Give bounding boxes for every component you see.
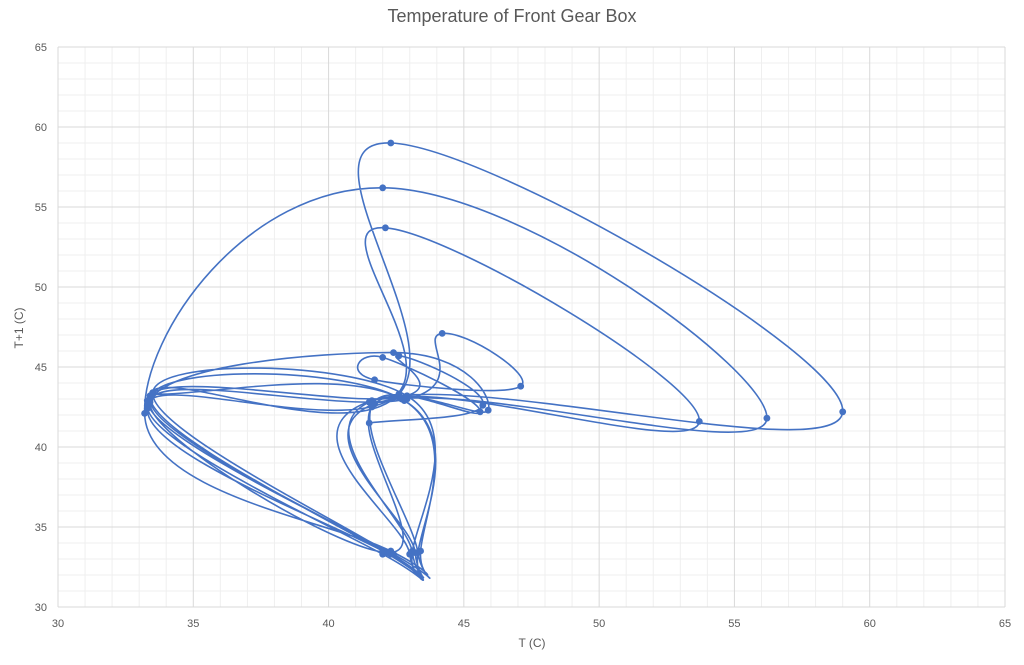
data-point — [390, 394, 397, 401]
x-axis-label: T (C) — [518, 636, 546, 650]
data-point — [387, 139, 395, 147]
data-point — [390, 349, 397, 356]
minor-gridlines — [58, 47, 1005, 607]
data-point — [365, 419, 373, 427]
x-tick-label: 30 — [52, 618, 64, 630]
data-point — [403, 395, 411, 403]
data-point — [414, 549, 422, 556]
y-axis-tick-labels: 30 35 40 45 50 55 60 65 — [35, 42, 47, 614]
data-point — [379, 354, 387, 361]
data-point — [390, 550, 397, 558]
y-tick-label: 45 — [35, 362, 47, 374]
data-point — [438, 330, 446, 337]
x-tick-label: 50 — [593, 618, 605, 630]
data-point — [368, 402, 376, 409]
data-point — [382, 224, 389, 232]
data-point — [149, 389, 157, 396]
data-point — [695, 418, 703, 425]
y-tick-label: 30 — [35, 602, 47, 614]
data-point — [839, 408, 847, 416]
data-point — [143, 405, 151, 412]
data-point — [395, 394, 403, 401]
y-tick-label: 55 — [35, 202, 47, 214]
data-point — [484, 406, 492, 414]
data-point — [476, 408, 484, 416]
data-point — [479, 402, 487, 409]
series-line — [143, 142, 844, 582]
data-point — [409, 547, 416, 555]
data-point — [384, 549, 392, 556]
y-tick-label: 60 — [35, 122, 47, 134]
data-point — [763, 414, 771, 422]
x-axis-tick-labels: 30 35 40 45 50 55 60 65 — [52, 618, 1011, 630]
x-tick-label: 35 — [187, 618, 199, 630]
data-point — [371, 376, 378, 384]
data-point — [379, 184, 387, 192]
x-tick-label: 55 — [728, 618, 740, 630]
x-tick-label: 40 — [322, 618, 334, 630]
x-tick-label: 45 — [458, 618, 470, 630]
data-point — [517, 382, 525, 390]
data-point — [368, 397, 376, 404]
major-gridlines — [57, 46, 1006, 608]
data-point — [379, 547, 387, 555]
x-tick-label: 65 — [999, 618, 1011, 630]
y-tick-label: 35 — [35, 522, 47, 534]
y-axis-label: T+1 (C) — [12, 307, 26, 349]
chart-title: Temperature of Front Gear Box — [387, 6, 637, 26]
y-tick-label: 40 — [35, 442, 47, 454]
x-tick-label: 60 — [864, 618, 876, 630]
y-tick-label: 65 — [35, 42, 47, 54]
data-point — [143, 397, 151, 404]
series-lines — [143, 142, 844, 582]
data-point — [395, 352, 403, 360]
y-tick-label: 50 — [35, 282, 47, 294]
series-markers — [141, 139, 847, 558]
